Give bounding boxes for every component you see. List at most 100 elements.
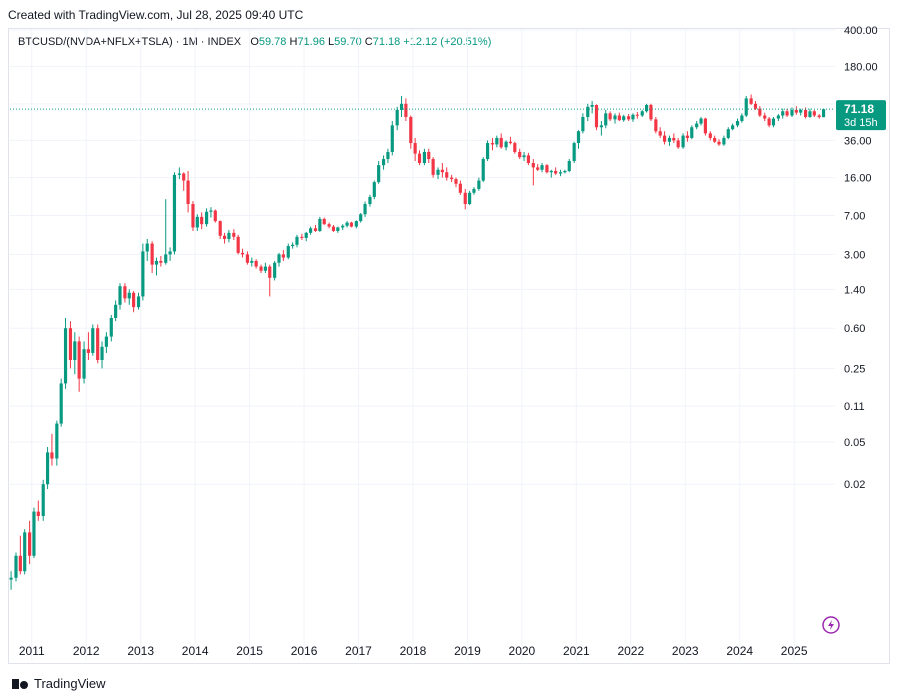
candle-body xyxy=(631,114,635,120)
candle-body xyxy=(485,143,490,160)
y-tick-label: 180.00 xyxy=(844,62,878,74)
candle-body xyxy=(204,211,209,225)
candle-body xyxy=(627,116,631,120)
y-tick-label: 0.02 xyxy=(844,479,865,491)
candle-body xyxy=(422,151,426,164)
x-tick-label: 2020 xyxy=(509,644,536,658)
candle-body xyxy=(735,120,740,126)
candle-body xyxy=(227,232,231,239)
candle-body xyxy=(617,115,621,121)
candle-body xyxy=(640,111,644,116)
candle-body xyxy=(776,115,780,119)
x-tick-label: 2025 xyxy=(781,644,808,658)
candle-body xyxy=(168,251,172,255)
candle-body xyxy=(259,266,263,271)
candle-body xyxy=(368,196,372,205)
candle-body xyxy=(794,109,798,113)
y-tick-label: 3.00 xyxy=(844,249,865,261)
candle-body xyxy=(790,109,794,116)
candle-body xyxy=(96,328,100,361)
candle-body xyxy=(300,236,304,238)
candle-body xyxy=(295,236,299,245)
price-axis[interactable]: 400.00180.0080.0036.0016.007.003.001.400… xyxy=(844,25,878,491)
candle-body xyxy=(277,254,281,263)
candle-body xyxy=(86,349,91,353)
open-value: 59.78 xyxy=(258,36,287,48)
candle-body xyxy=(341,225,345,228)
candle-body xyxy=(695,123,699,128)
x-tick-label: 2014 xyxy=(182,644,209,658)
candle-body xyxy=(390,125,394,152)
x-tick-label: 2017 xyxy=(345,644,372,658)
candle-body xyxy=(821,109,826,118)
x-tick-label: 2012 xyxy=(73,644,100,658)
candle-body xyxy=(581,117,585,132)
y-tick-label: 7.00 xyxy=(844,211,865,223)
candle-body xyxy=(604,113,608,126)
candle-body xyxy=(563,170,567,173)
candle-body xyxy=(508,141,513,144)
candle-body xyxy=(232,232,236,237)
candle-body xyxy=(654,119,658,132)
candle-body xyxy=(145,243,149,252)
candle-body xyxy=(154,260,159,265)
candle-body xyxy=(495,137,499,145)
candle-body xyxy=(576,131,581,144)
candle-body xyxy=(703,118,707,134)
candle-body xyxy=(622,116,626,121)
candle-body xyxy=(477,180,481,189)
candle-body xyxy=(463,192,467,205)
candle-body xyxy=(313,228,318,231)
candle-body xyxy=(36,511,40,516)
candle-body xyxy=(499,137,503,148)
candle-body xyxy=(150,243,154,265)
candle-body xyxy=(359,214,363,222)
candle-body xyxy=(504,141,508,148)
candle-body xyxy=(322,218,326,225)
candle-body xyxy=(658,131,662,136)
candle-body xyxy=(440,169,444,173)
lightning-icon[interactable] xyxy=(822,616,840,634)
candle-body xyxy=(23,532,27,572)
symbol-legend: BTCUSD/(NVDA+NFLX+TSLA) · 1M · INDEX O59… xyxy=(18,36,492,48)
candle-body xyxy=(28,532,32,556)
candle-body xyxy=(699,118,703,124)
candle-body xyxy=(454,179,458,184)
x-tick-label: 2011 xyxy=(19,644,45,658)
candle-body xyxy=(381,159,386,166)
tradingview-logo-icon xyxy=(12,678,28,689)
candle-body xyxy=(218,221,222,236)
candle-body xyxy=(536,167,540,170)
candle-body xyxy=(771,118,776,126)
candle-body xyxy=(100,346,104,361)
candle-body xyxy=(545,165,549,173)
candle-body xyxy=(236,236,240,253)
interval-label[interactable]: 1M xyxy=(182,36,198,48)
candle-body xyxy=(200,216,204,225)
candle-body xyxy=(817,115,821,118)
candle-body xyxy=(399,103,404,110)
candle-body xyxy=(164,254,168,263)
y-tick-label: 1.40 xyxy=(844,284,865,296)
low-value: 59.70 xyxy=(334,36,362,48)
symbol-name[interactable]: BTCUSD/(NVDA+NFLX+TSLA) xyxy=(18,36,173,48)
candle-body xyxy=(490,143,495,145)
x-tick-label: 2013 xyxy=(127,644,154,658)
x-tick-label: 2015 xyxy=(236,644,263,658)
candle-body xyxy=(9,577,13,580)
candle-body xyxy=(685,135,690,138)
candle-body xyxy=(132,292,136,308)
candle-body xyxy=(785,111,789,116)
candle-body xyxy=(327,224,331,227)
price-badge-box xyxy=(836,100,886,131)
time-axis[interactable]: 2011 2012 2013 2014 2015 2016 2017 2018 2019 2020… xyxy=(19,644,808,658)
candle-body xyxy=(114,304,118,318)
candle-body xyxy=(345,222,349,226)
candle-body xyxy=(245,254,250,263)
candle-body xyxy=(73,341,77,361)
candle-body xyxy=(409,117,413,144)
tradingview-brand[interactable]: TradingView xyxy=(12,676,106,691)
y-tick-label: 0.25 xyxy=(844,363,865,375)
candle-body xyxy=(291,244,295,247)
